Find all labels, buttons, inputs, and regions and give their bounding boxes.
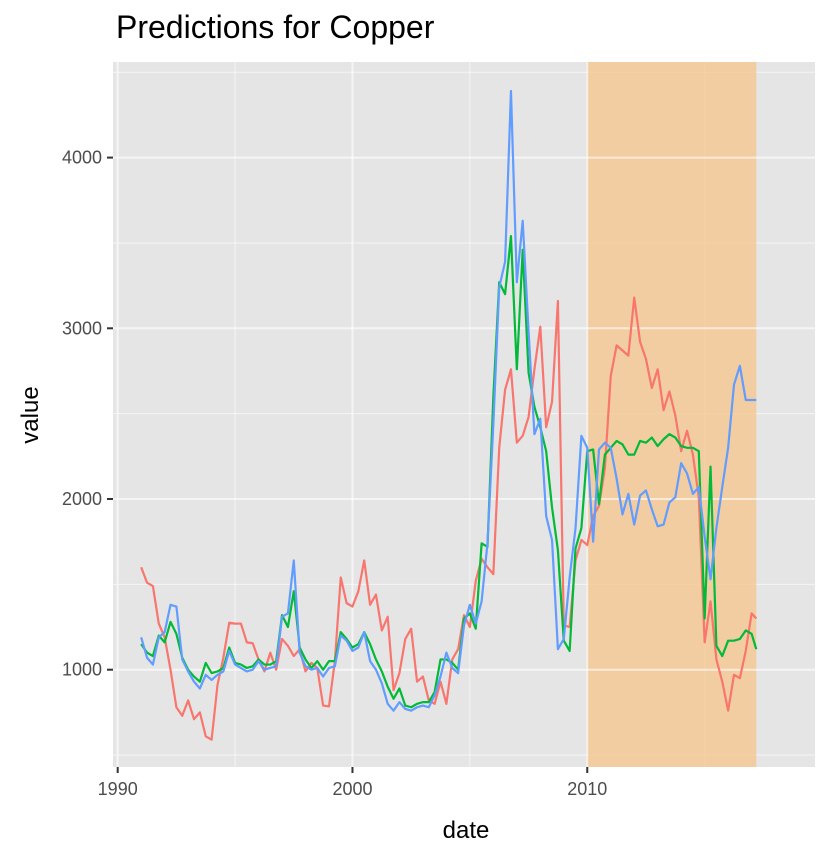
x-axis-title: date <box>443 817 490 844</box>
x-tick-label: 2000 <box>332 779 372 799</box>
series-line-1 <box>140 296 758 741</box>
highlight-region-layer <box>587 62 757 767</box>
chart-title: Predictions for Copper <box>116 9 435 45</box>
axes-layer: 1990 2000 2010 1000 2000 3000 4000 <box>62 148 607 799</box>
y-tick-label: 1000 <box>62 660 102 680</box>
series-layer <box>140 89 758 741</box>
y-tick-label: 3000 <box>62 318 102 338</box>
y-tick-label: 2000 <box>62 489 102 509</box>
y-tick-label: 4000 <box>62 148 102 168</box>
series-line-3 <box>140 89 757 712</box>
x-tick-label: 1990 <box>98 779 138 799</box>
x-tick-label: 2010 <box>567 779 607 799</box>
forecast-highlight-region <box>587 62 757 767</box>
y-axis-title: value <box>17 386 44 443</box>
